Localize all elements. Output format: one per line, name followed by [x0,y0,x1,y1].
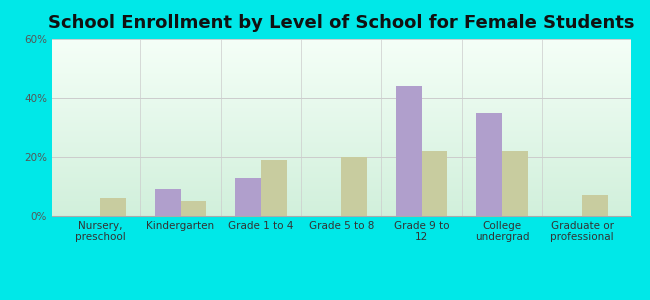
Bar [422,151,447,216]
Bar [476,113,502,216]
Bar [502,151,528,216]
Bar [341,157,367,216]
Bar [235,178,261,216]
Bar [396,86,422,216]
Bar [261,160,287,216]
Bar [100,198,126,216]
Bar [181,201,206,216]
Bar [582,195,608,216]
Bar [155,190,181,216]
Title: School Enrollment by Level of School for Female Students: School Enrollment by Level of School for… [48,14,634,32]
